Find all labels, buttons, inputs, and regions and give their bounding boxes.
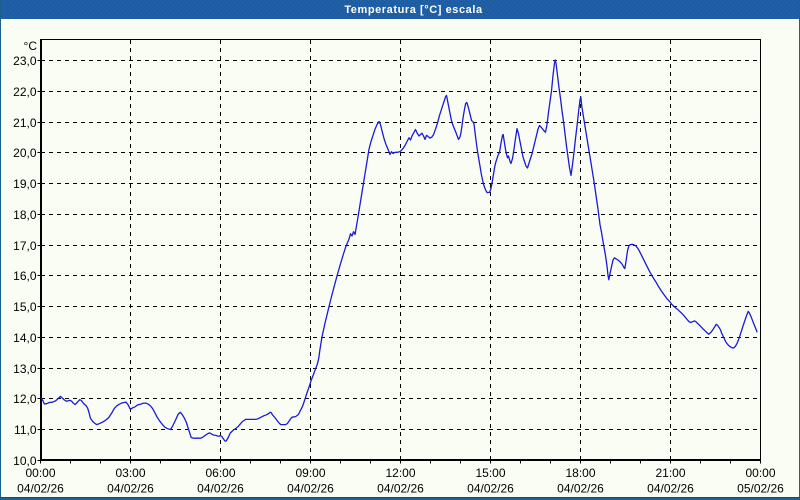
svg-text:20,0: 20,0 — [13, 146, 37, 160]
svg-text:04/02/26: 04/02/26 — [287, 482, 334, 496]
svg-text:00:00: 00:00 — [745, 466, 775, 480]
svg-text:04/02/26: 04/02/26 — [467, 482, 514, 496]
svg-text:21:00: 21:00 — [655, 466, 685, 480]
svg-text:03:00: 03:00 — [115, 466, 145, 480]
svg-text:04/02/26: 04/02/26 — [377, 482, 424, 496]
svg-text:10,0: 10,0 — [13, 454, 37, 468]
svg-text:23,0: 23,0 — [13, 54, 37, 68]
svg-text:12,0: 12,0 — [13, 392, 37, 406]
svg-text:04/02/26: 04/02/26 — [17, 482, 64, 496]
svg-text:°C: °C — [24, 39, 38, 53]
svg-text:04/02/26: 04/02/26 — [197, 482, 244, 496]
svg-text:04/02/26: 04/02/26 — [647, 482, 694, 496]
svg-text:11,0: 11,0 — [14, 423, 37, 437]
svg-text:14,0: 14,0 — [13, 331, 37, 345]
svg-text:05/02/26: 05/02/26 — [737, 482, 784, 496]
svg-text:21,0: 21,0 — [13, 116, 37, 130]
svg-text:17,0: 17,0 — [13, 239, 37, 253]
svg-text:13,0: 13,0 — [13, 362, 37, 376]
svg-text:19,0: 19,0 — [13, 177, 37, 191]
svg-text:18,0: 18,0 — [13, 208, 37, 222]
svg-text:22,0: 22,0 — [13, 85, 37, 99]
svg-text:00:00: 00:00 — [25, 466, 55, 480]
svg-text:04/02/26: 04/02/26 — [107, 482, 154, 496]
svg-text:18:00: 18:00 — [565, 466, 595, 480]
svg-text:16,0: 16,0 — [13, 269, 37, 283]
svg-text:15,0: 15,0 — [13, 300, 37, 314]
svg-text:04/02/26: 04/02/26 — [557, 482, 604, 496]
svg-text:06:00: 06:00 — [205, 466, 235, 480]
svg-text:12:00: 12:00 — [385, 466, 415, 480]
svg-text:15:00: 15:00 — [475, 466, 505, 480]
svg-text:09:00: 09:00 — [295, 466, 325, 480]
